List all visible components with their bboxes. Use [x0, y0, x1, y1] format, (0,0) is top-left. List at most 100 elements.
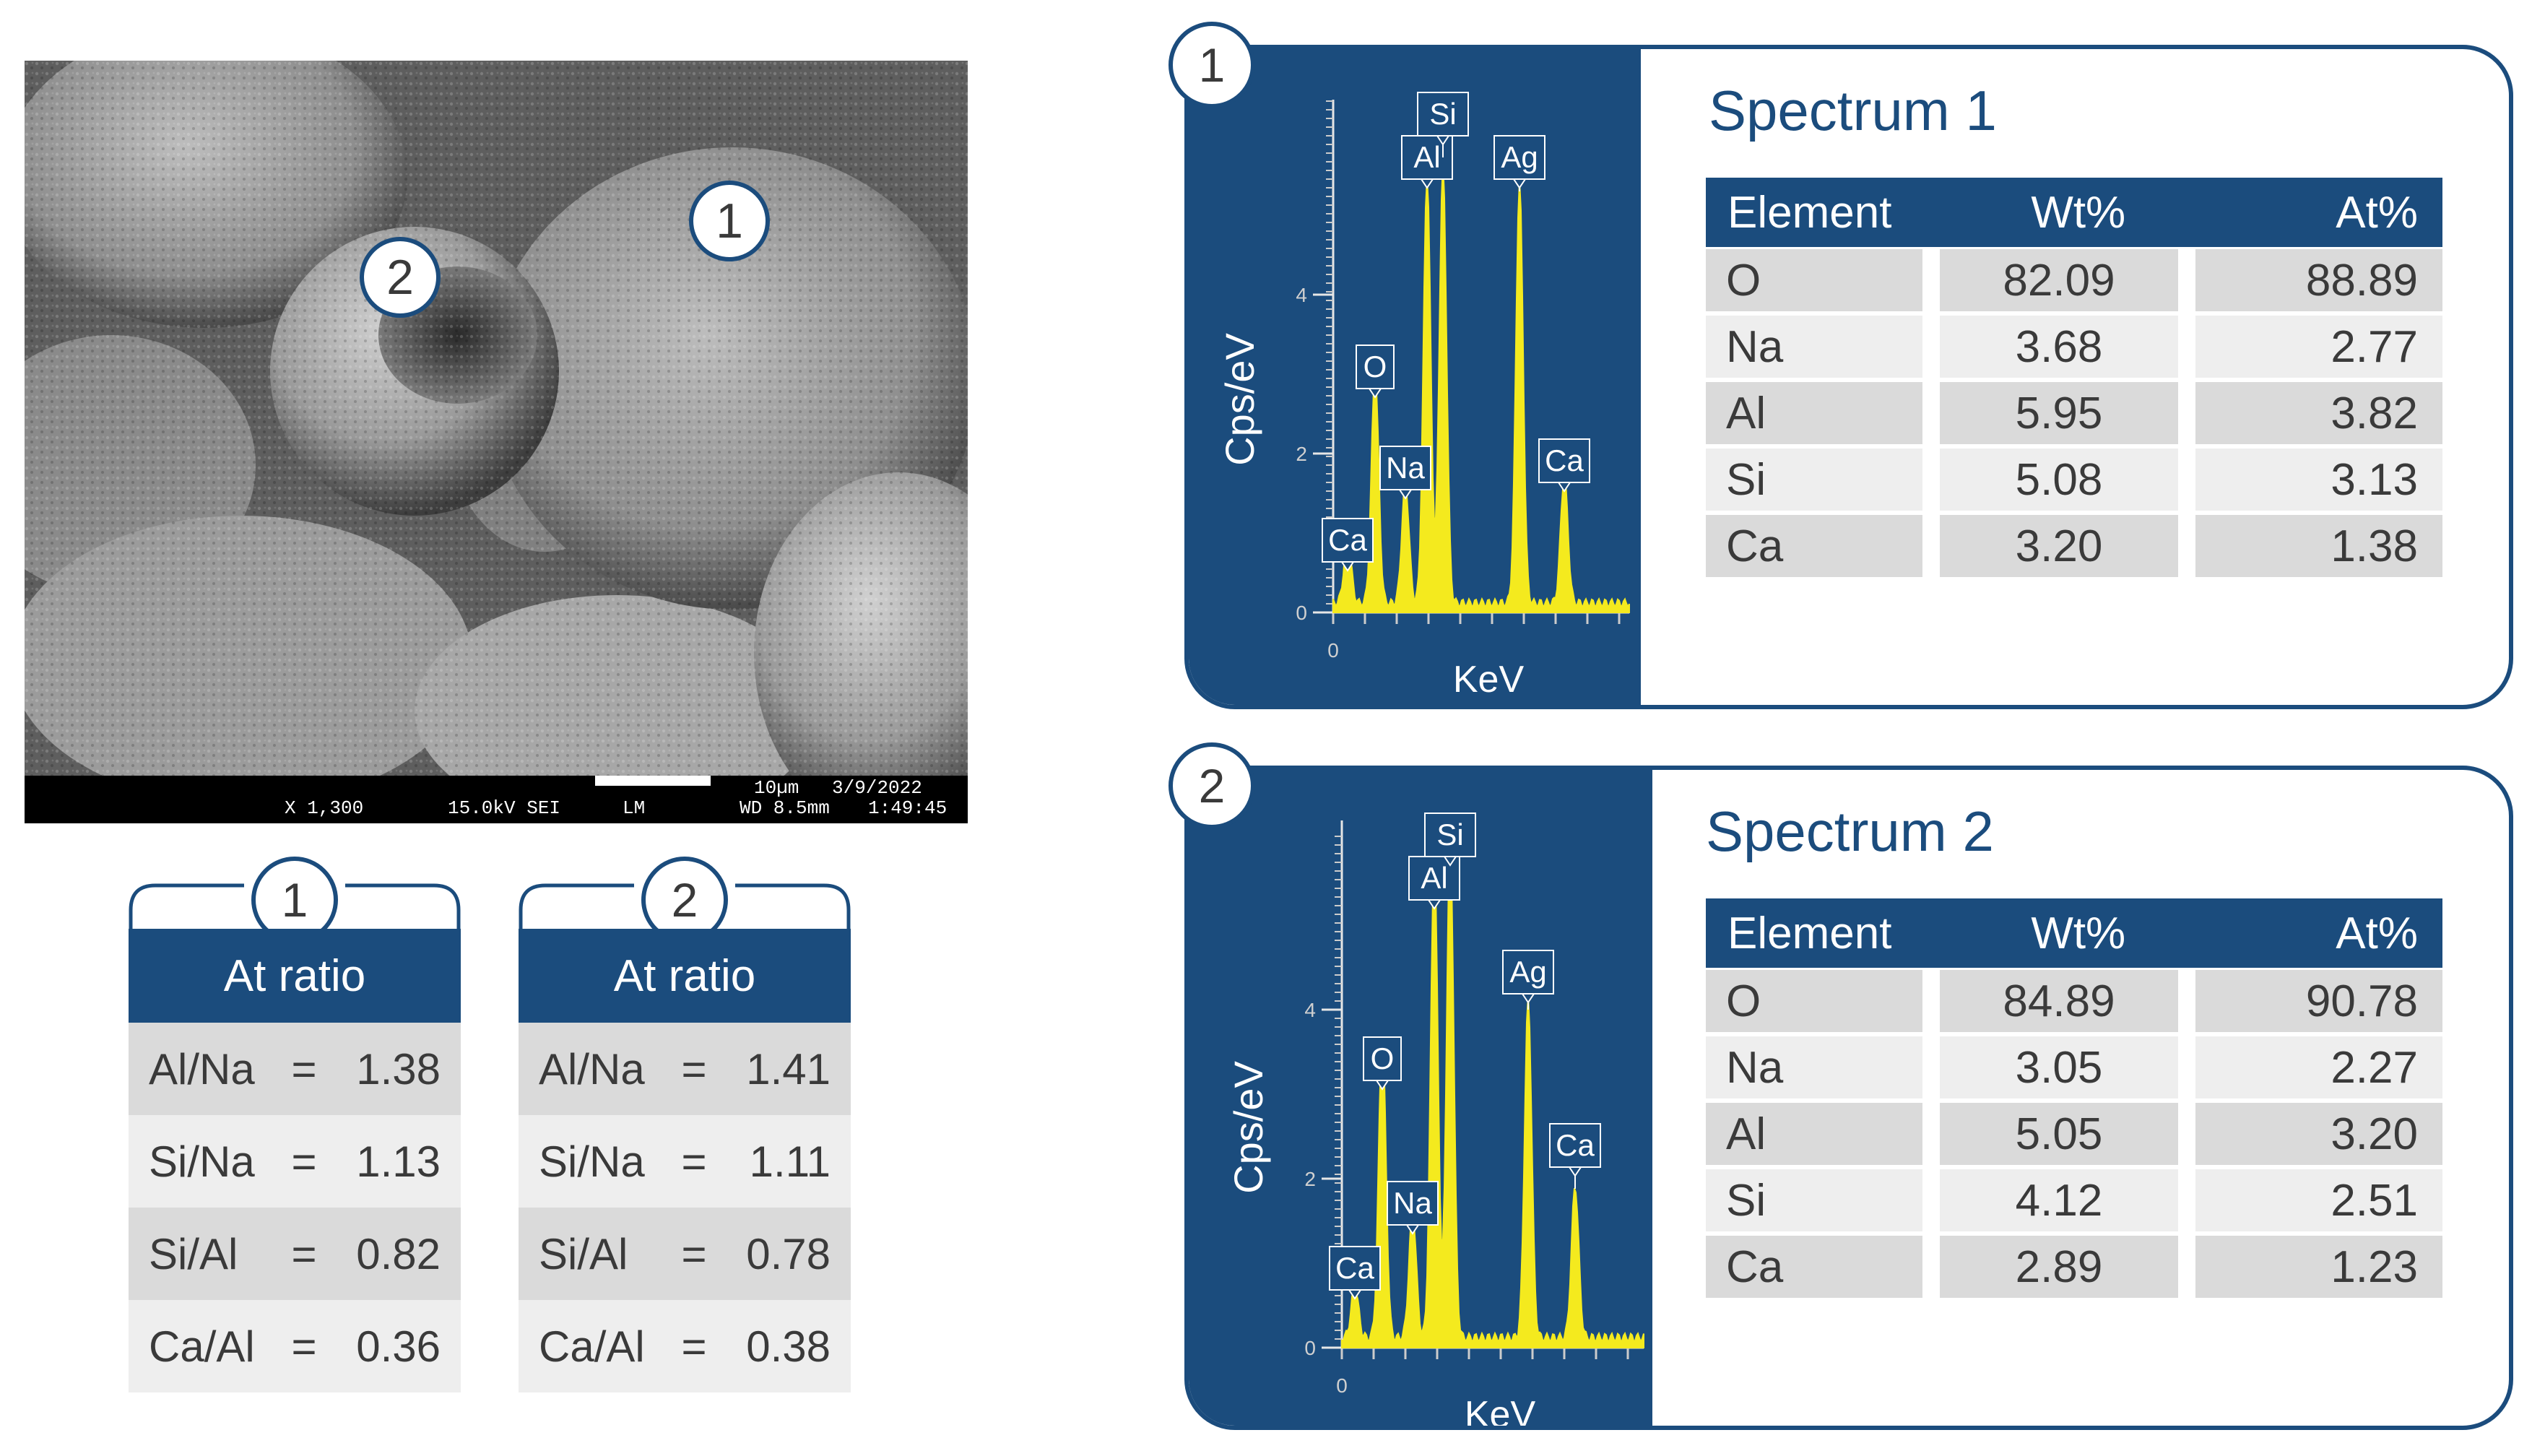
peak-label: Si — [1417, 92, 1469, 157]
ratio-header: At ratio — [129, 929, 461, 1023]
peak-label-text: Ca — [1556, 1128, 1595, 1162]
peak-label-text: Na — [1386, 451, 1425, 485]
ratio-value: 1.11 — [749, 1137, 831, 1186]
table-row: Si 4.12 2.51 — [1706, 1167, 2442, 1234]
table-row: Ca 2.89 1.23 — [1706, 1234, 2442, 1300]
at-cell: 1.38 — [2195, 515, 2442, 577]
peak-label: O — [1356, 344, 1395, 399]
ratio-row: Ca/Al = 0.38 — [519, 1300, 851, 1392]
y-tick-label: 4 — [1304, 999, 1316, 1021]
sem-time: 1:49:45 — [868, 797, 948, 819]
peak-label: O — [1363, 1036, 1402, 1091]
ratio-row: Al/Na = 1.38 — [129, 1023, 461, 1115]
element-cell: Ca — [1706, 1236, 1922, 1298]
peak-label: Na — [1379, 446, 1431, 500]
sem-working-distance: WD 8.5mm — [740, 797, 830, 819]
ratio-row: Ca/Al = 0.36 — [129, 1300, 461, 1392]
wt-cell: 82.09 — [1940, 249, 2178, 311]
ratio-row: Al/Na = 1.41 — [519, 1023, 851, 1115]
wt-cell: 2.89 — [1940, 1236, 2178, 1298]
peak-label-text: Na — [1393, 1186, 1432, 1220]
column-header-wt: Wt% — [2031, 908, 2126, 958]
ratio-row: Si/Al = 0.82 — [129, 1208, 461, 1300]
peak-label-text: Ca — [1545, 443, 1584, 477]
x-tick-label: 0 — [1336, 1374, 1348, 1397]
table-row: Na 3.68 2.77 — [1706, 313, 2442, 380]
spectrum-table-header: Element Wt% At% — [1706, 898, 2442, 968]
table-row: Ca 3.20 1.38 — [1706, 513, 2442, 579]
y-axis-label: Cps/eV — [1226, 1061, 1271, 1194]
ratio-equals: = — [681, 1137, 707, 1186]
sem-image — [25, 61, 968, 823]
spectrum-panel-2: 0 2 4 0 Cps/eV KeV Ca O Na Al Si Ag Ca Spectrum 2 El… — [1184, 766, 2513, 1430]
at-cell: 88.89 — [2195, 249, 2442, 311]
peak-label-text: Ca — [1335, 1251, 1374, 1285]
ratio-value: 1.13 — [356, 1137, 441, 1186]
spectrum-trace — [1332, 162, 1630, 613]
peak-label: Al — [1401, 135, 1453, 189]
peak-label-text: O — [1363, 350, 1387, 384]
element-cell: Al — [1706, 382, 1922, 444]
peak-label: Ca — [1549, 1123, 1601, 1189]
ratio-label: Si/Na — [539, 1137, 645, 1186]
element-cell: Si — [1706, 1169, 1922, 1231]
peak-label: Si — [1424, 812, 1476, 867]
ratio-equals: = — [291, 1229, 317, 1278]
peak-label-text: Si — [1436, 818, 1463, 852]
element-cell: Ca — [1706, 515, 1922, 577]
spectrum-number-2: 2 — [1169, 742, 1255, 829]
wt-cell: 5.95 — [1940, 382, 2178, 444]
column-header-at: At% — [2336, 908, 2418, 958]
sem-date: 3/9/2022 — [832, 777, 922, 799]
y-tick-label: 2 — [1296, 443, 1307, 465]
ratio-equals: = — [291, 1044, 317, 1093]
at-cell: 2.77 — [2195, 316, 2442, 378]
ratio-label: Al/Na — [149, 1044, 255, 1093]
ratio-row: Si/Na = 1.11 — [519, 1115, 851, 1208]
element-cell: Na — [1706, 1036, 1922, 1098]
ratio-label: Ca/Al — [149, 1322, 255, 1371]
y-axis-label: Cps/eV — [1217, 333, 1262, 466]
peak-label: Ag — [1493, 135, 1545, 191]
sem-info-bar: X 1,300 15.0kV SEI LM 10µm 3/9/2022 WD 8… — [25, 776, 968, 823]
peak-label: Ca — [1538, 438, 1590, 493]
spectrum-title: Spectrum 1 — [1709, 79, 1997, 142]
sem-marker-2: 2 — [360, 237, 441, 318]
ratio-value: 1.38 — [356, 1044, 441, 1093]
table-row: O 82.09 88.89 — [1706, 247, 2442, 313]
ratio-equals: = — [681, 1322, 707, 1371]
y-tick-label: 0 — [1304, 1337, 1316, 1359]
sem-voltage-mode: 15.0kV SEI — [448, 797, 561, 819]
spectrum-plot-2: 0 2 4 0 Cps/eV KeV Ca O Na Al Si Ag Ca — [1189, 770, 1652, 1426]
x-axis-label: KeV — [1453, 659, 1525, 701]
wt-cell: 84.89 — [1940, 970, 2178, 1032]
peak-label-text: Ca — [1328, 523, 1367, 557]
element-cell: Al — [1706, 1103, 1922, 1165]
peak-label: Ca — [1322, 518, 1374, 572]
table-row: Si 5.08 3.13 — [1706, 446, 2442, 513]
table-row: Al 5.95 3.82 — [1706, 380, 2442, 446]
element-cell: Na — [1706, 316, 1922, 378]
wt-cell: 3.68 — [1940, 316, 2178, 378]
ratio-header: At ratio — [519, 929, 851, 1023]
spectrum-table: Element Wt% At% O 82.09 88.89 Na 3.68 2.77 A… — [1706, 178, 2442, 579]
sem-magnification: X 1,300 — [285, 797, 364, 819]
ratio-table-2: 2 At ratio Al/Na = 1.41 Si/Na = 1.11 Si/… — [519, 857, 851, 1437]
ratio-tab-outline — [129, 883, 461, 932]
spectrum-trace — [1341, 835, 1644, 1348]
x-tick-label: 0 — [1327, 639, 1339, 662]
y-tick-label: 2 — [1304, 1168, 1316, 1190]
ratio-value: 0.36 — [356, 1322, 441, 1371]
ratio-equals: = — [291, 1322, 317, 1371]
element-cell: O — [1706, 249, 1922, 311]
spectrum-number-1: 1 — [1169, 22, 1255, 108]
spectrum-panel-1: 0 2 4 0 Cps/eV KeV Ca O Na Al Si Ag Ca Spectrum 1 El… — [1184, 45, 2513, 709]
at-cell: 3.82 — [2195, 382, 2442, 444]
ratio-label: Si/Na — [149, 1137, 255, 1186]
wt-cell: 3.05 — [1940, 1036, 2178, 1098]
sem-marker-1: 1 — [689, 181, 770, 261]
column-header-at: At% — [2336, 187, 2418, 238]
column-header-element: Element — [1727, 908, 1892, 958]
spectrum-table-header: Element Wt% At% — [1706, 178, 2442, 247]
